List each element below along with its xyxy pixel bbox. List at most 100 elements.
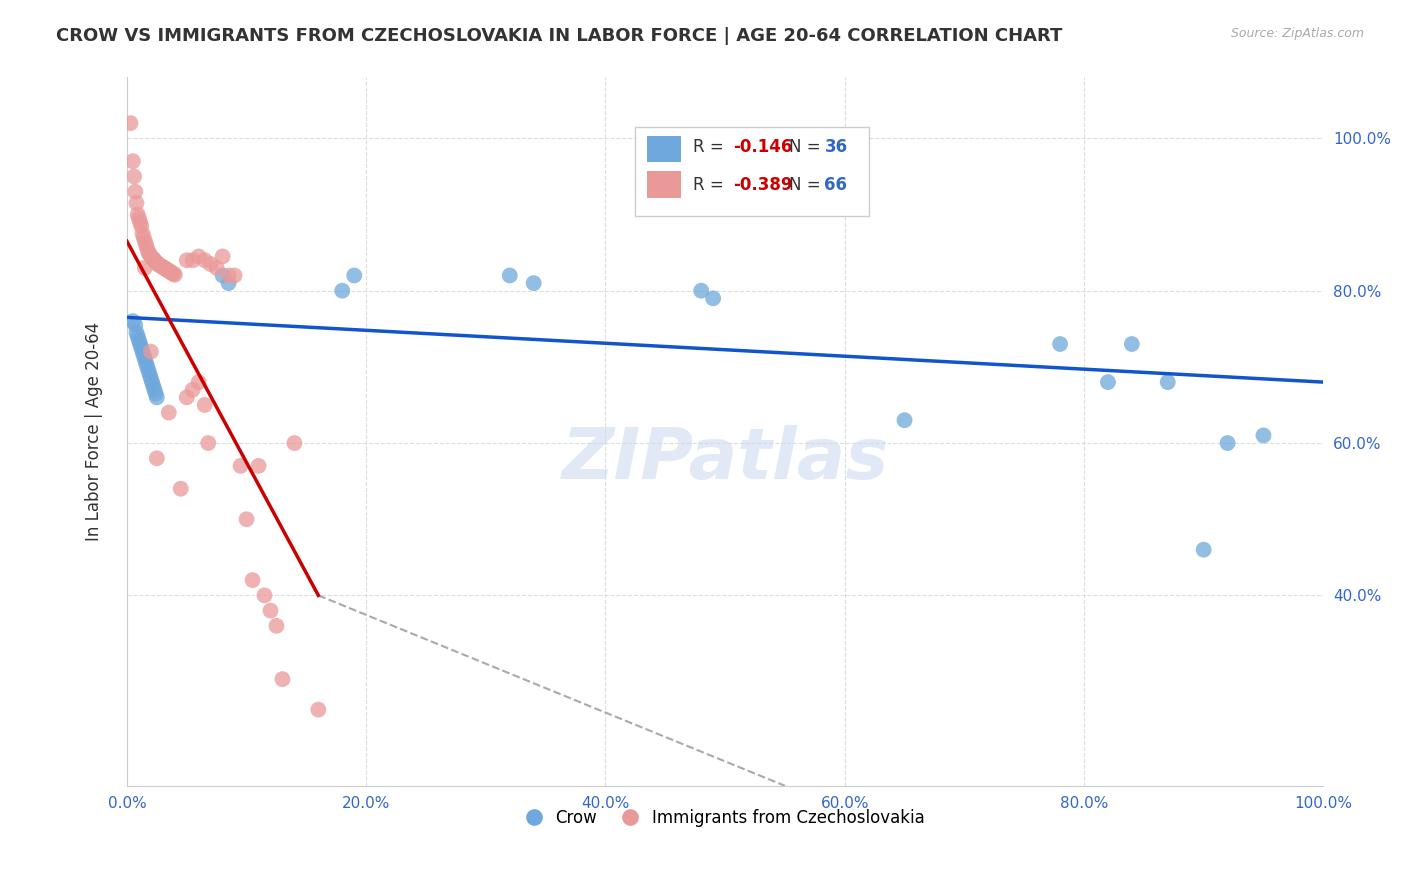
Point [128, 211, 150, 226]
Point [136, 359, 159, 374]
Point [122, 154, 145, 169]
Point [160, 265, 183, 279]
Point [129, 219, 152, 233]
Point [197, 436, 219, 450]
Point [138, 364, 160, 378]
Point [127, 208, 149, 222]
Point [205, 260, 228, 275]
Point [129, 215, 152, 229]
Point [122, 169, 145, 184]
Text: N =: N = [789, 138, 825, 156]
Legend: Crow, Immigrants from Czechoslovakia: Crow, Immigrants from Czechoslovakia [519, 803, 932, 834]
Text: R =: R = [693, 176, 728, 194]
Point [211, 249, 233, 263]
Point [131, 227, 153, 241]
Point [523, 276, 546, 290]
Point [194, 398, 217, 412]
Text: R =: R = [693, 138, 728, 156]
Point [135, 238, 157, 252]
Point [181, 383, 204, 397]
Text: CROW VS IMMIGRANTS FROM CZECHOSLOVAKIA IN LABOR FORCE | AGE 20-64 CORRELATION CH: CROW VS IMMIGRANTS FROM CZECHOSLOVAKIA I… [56, 27, 1063, 45]
Point [146, 390, 169, 404]
Point [1192, 542, 1215, 557]
Point [139, 371, 162, 385]
Point [702, 291, 724, 305]
Point [157, 264, 180, 278]
Point [690, 284, 713, 298]
Point [266, 619, 288, 633]
Point [152, 260, 174, 274]
Point [181, 253, 204, 268]
Point [271, 672, 294, 686]
Point [1216, 436, 1239, 450]
Point [124, 185, 146, 199]
Point [176, 253, 198, 268]
Point [1049, 337, 1071, 351]
FancyBboxPatch shape [647, 136, 681, 162]
Point [499, 268, 522, 283]
Point [142, 379, 165, 393]
Point [143, 253, 166, 268]
Point [218, 276, 240, 290]
Text: 36: 36 [824, 138, 848, 156]
Point [159, 265, 181, 279]
Point [143, 383, 166, 397]
Point [134, 234, 156, 248]
Point [259, 604, 281, 618]
Point [150, 260, 173, 274]
Point [224, 268, 246, 283]
Point [176, 390, 198, 404]
Y-axis label: In Labor Force | Age 20-64: In Labor Force | Age 20-64 [86, 322, 103, 541]
Point [153, 260, 176, 275]
Point [343, 268, 366, 283]
Point [120, 116, 142, 130]
Point [124, 318, 146, 332]
Point [200, 257, 222, 271]
Point [162, 266, 184, 280]
Point [136, 242, 159, 256]
Point [163, 268, 186, 282]
Point [218, 268, 240, 283]
Point [138, 368, 160, 382]
Point [134, 352, 156, 367]
FancyBboxPatch shape [636, 127, 869, 216]
Point [146, 256, 169, 270]
Point [141, 251, 163, 265]
Point [1253, 428, 1275, 442]
Point [229, 458, 252, 473]
Point [122, 314, 145, 328]
Point [139, 249, 162, 263]
Point [247, 458, 270, 473]
Point [128, 333, 150, 347]
Text: Source: ZipAtlas.com: Source: ZipAtlas.com [1230, 27, 1364, 40]
Point [131, 344, 153, 359]
Point [138, 247, 160, 261]
Point [1097, 375, 1119, 389]
Point [242, 573, 264, 587]
Point [153, 261, 176, 276]
Point [253, 588, 276, 602]
Point [125, 326, 148, 340]
Point [149, 259, 172, 273]
Point [148, 258, 170, 272]
Point [893, 413, 915, 427]
Point [129, 337, 152, 351]
Point [127, 329, 149, 343]
Point [138, 245, 160, 260]
FancyBboxPatch shape [647, 171, 681, 198]
Point [211, 268, 233, 283]
Point [162, 267, 184, 281]
Point [187, 375, 209, 389]
Point [134, 260, 156, 275]
Point [132, 230, 155, 244]
Point [235, 512, 257, 526]
Point [141, 375, 163, 389]
Point [170, 482, 193, 496]
Point [330, 284, 353, 298]
Point [135, 356, 157, 370]
Text: -0.146: -0.146 [734, 138, 793, 156]
Point [155, 262, 177, 277]
Point [139, 344, 162, 359]
Point [1157, 375, 1180, 389]
Point [283, 436, 305, 450]
